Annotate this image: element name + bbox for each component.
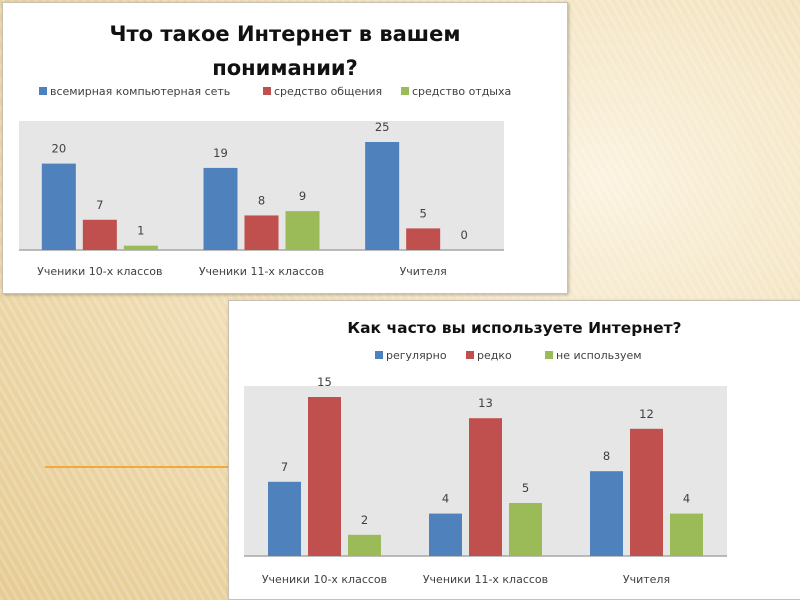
bar (285, 211, 320, 250)
bar (429, 513, 462, 556)
bar (630, 428, 663, 556)
legend-swatch (263, 87, 271, 95)
category-label: Учителя (623, 573, 670, 586)
data-label: 5 (420, 206, 427, 220)
data-label: 15 (317, 375, 332, 389)
data-label: 5 (522, 481, 529, 495)
bar (348, 534, 381, 556)
data-label: 8 (603, 449, 610, 463)
bar (308, 397, 341, 556)
bar (41, 163, 76, 250)
bar (406, 228, 441, 250)
data-label: 7 (281, 460, 288, 474)
chart-internet-meaning: Что такое Интернет в вашем понимании? всем… (2, 2, 568, 294)
bar (469, 418, 502, 556)
decorative-line (45, 466, 230, 468)
bar (509, 503, 542, 556)
data-label: 4 (442, 492, 449, 506)
chart-title: Как часто вы используете Интернет? (347, 319, 681, 337)
chart-svg: Как часто вы используете Интернет? регуля… (244, 319, 727, 586)
legend-swatch (545, 351, 553, 359)
category-label: Ученики 10-х классов (262, 573, 387, 586)
data-label: 2 (361, 513, 368, 527)
legend-label: всемирная компьютерная сеть (50, 85, 230, 98)
legend-label: не используем (556, 349, 642, 362)
bar (670, 513, 703, 556)
data-label: 8 (258, 193, 265, 207)
legend-swatch (401, 87, 409, 95)
legend-label: средство общения (274, 85, 382, 98)
data-label: 1 (137, 224, 144, 238)
category-label: Учителя (400, 265, 447, 278)
data-label: 4 (683, 492, 690, 506)
bar (82, 219, 117, 250)
legend-swatch (39, 87, 47, 95)
data-label: 13 (478, 396, 493, 410)
legend-swatch (375, 351, 383, 359)
category-label: Ученики 10-х классов (37, 265, 162, 278)
chart-internet-frequency: Как часто вы используете Интернет? регуля… (228, 300, 800, 600)
bar (365, 142, 400, 250)
legend-swatch (466, 351, 474, 359)
data-label: 19 (213, 146, 228, 160)
data-label: 0 (461, 228, 468, 242)
category-label: Ученики 11-х классов (199, 265, 324, 278)
data-label: 9 (299, 189, 306, 203)
data-label: 25 (375, 120, 390, 134)
bar (590, 471, 623, 556)
chart-title: понимании? (212, 56, 358, 80)
data-label: 12 (639, 407, 654, 421)
legend-label: средство отдыха (412, 85, 511, 98)
category-label: Ученики 11-х классов (423, 573, 548, 586)
legend-label: регулярно (386, 349, 447, 362)
bar (203, 167, 238, 250)
legend-label: редко (477, 349, 512, 362)
bar (268, 481, 301, 556)
data-label: 7 (96, 198, 103, 212)
bar (123, 245, 158, 250)
chart-svg: Что такое Интернет в вашем понимании? всем… (19, 22, 511, 278)
bar (244, 215, 279, 250)
data-label: 20 (52, 142, 67, 156)
chart-title: Что такое Интернет в вашем (110, 22, 461, 46)
